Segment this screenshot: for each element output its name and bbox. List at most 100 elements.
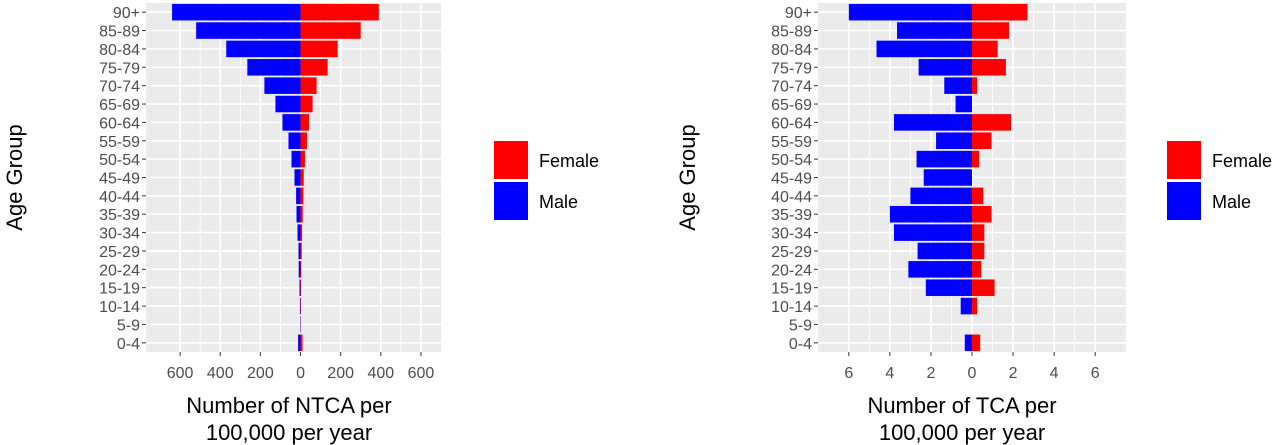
x-tick-label: 0 <box>968 365 977 382</box>
y-tick-label: 15-19 <box>99 281 140 298</box>
bar-female <box>972 22 1009 39</box>
bar-female <box>300 77 317 94</box>
bar-male <box>294 169 301 186</box>
bar-male <box>876 40 972 58</box>
bar-female <box>300 334 303 352</box>
legend-key-female <box>494 141 528 179</box>
y-tick-label: 20-24 <box>771 262 812 279</box>
y-tick-label: 25-29 <box>99 244 140 261</box>
legend-key-male <box>1167 182 1201 220</box>
y-tick-label: 70-74 <box>99 79 140 96</box>
y-tick-label: 80-84 <box>771 42 812 59</box>
bar-male <box>247 59 301 76</box>
y-tick-label: 45-49 <box>99 171 140 188</box>
x-tick-label: 4 <box>1050 365 1059 382</box>
bar-male <box>296 187 301 205</box>
legend-key-female <box>1167 141 1201 179</box>
bar-male <box>288 132 301 150</box>
bar-female <box>972 3 1028 21</box>
bar-female <box>972 279 995 296</box>
y-axis-title: Age Group <box>675 124 700 230</box>
bar-female <box>300 242 302 260</box>
bar-male <box>226 40 301 58</box>
y-tick-label: 30-34 <box>99 226 140 243</box>
legend-label-male: Male <box>539 192 578 212</box>
bar-female <box>300 132 307 150</box>
x-tick-label: 400 <box>367 365 394 382</box>
y-tick-label: 10-14 <box>99 299 140 316</box>
x-tick-label: 2 <box>926 365 935 382</box>
bar-male <box>955 95 972 113</box>
y-tick-label: 15-19 <box>771 281 812 298</box>
y-tick-label: 35-39 <box>771 207 812 224</box>
bar-male <box>893 224 972 241</box>
bar-female <box>972 114 1012 131</box>
x-axis-title: Number of NTCA per <box>186 393 391 418</box>
bar-female <box>972 224 985 241</box>
bar-male <box>299 297 301 315</box>
bar-female <box>972 297 978 315</box>
y-tick-label: 90+ <box>113 5 140 22</box>
bar-female <box>300 22 361 39</box>
bar-male <box>923 169 972 186</box>
y-tick-label: 25-29 <box>771 244 812 261</box>
bar-female <box>300 59 328 76</box>
bar-male <box>944 77 972 94</box>
bar-male <box>908 261 972 278</box>
y-tick-label: 5-9 <box>117 317 140 334</box>
y-tick-label: 90+ <box>785 5 812 22</box>
bar-male <box>889 205 972 223</box>
bar-female <box>972 77 978 94</box>
y-tick-label: 40-44 <box>771 189 812 206</box>
y-tick-label: 70-74 <box>771 79 812 96</box>
bar-male <box>910 187 972 205</box>
y-tick-label: 10-14 <box>771 299 812 316</box>
x-tick-label: 400 <box>207 365 234 382</box>
bar-male <box>925 279 972 296</box>
bar-male <box>282 114 301 131</box>
y-tick-label: 30-34 <box>771 226 812 243</box>
bar-female <box>300 224 303 241</box>
bar-female <box>300 169 304 186</box>
y-tick-label: 65-69 <box>99 97 140 114</box>
y-tick-label: 5-9 <box>789 317 812 334</box>
legend-label-male: Male <box>1212 192 1251 212</box>
bar-female <box>972 205 992 223</box>
y-tick-label: 55-59 <box>771 134 812 151</box>
y-tick-label: 35-39 <box>99 207 140 224</box>
bar-male <box>936 132 972 150</box>
x-tick-label: 200 <box>327 365 354 382</box>
bar-male <box>848 3 972 21</box>
bar-female <box>300 40 338 58</box>
x-axis-title: Number of TCA per <box>867 393 1056 418</box>
bar-female <box>300 114 309 131</box>
legend: Female Male <box>1167 141 1272 220</box>
bar-male <box>916 150 972 168</box>
x-tick-label: 600 <box>408 365 435 382</box>
y-tick-label: 75-79 <box>99 60 140 77</box>
y-tick-label: 45-49 <box>771 171 812 188</box>
bar-female <box>300 3 379 21</box>
x-tick-label: 2 <box>1009 365 1018 382</box>
x-tick-label: 0 <box>296 365 305 382</box>
bar-male <box>298 261 301 278</box>
bar-female <box>300 279 302 296</box>
bar-female <box>300 95 313 113</box>
bar-male <box>297 224 301 241</box>
x-tick-label: 600 <box>167 365 194 382</box>
y-tick-label: 65-69 <box>771 97 812 114</box>
y-tick-label: 60-64 <box>99 115 140 132</box>
bar-female <box>300 150 305 168</box>
bar-female <box>972 242 985 260</box>
bar-male <box>918 59 972 76</box>
x-axis-title: 100,000 per year <box>879 420 1045 445</box>
bar-female <box>972 261 982 278</box>
y-tick-label: 75-79 <box>771 60 812 77</box>
bar-male <box>264 77 301 94</box>
bar-male <box>172 3 301 21</box>
x-tick-label: 6 <box>844 365 853 382</box>
bar-female <box>300 187 304 205</box>
y-tick-label: 0-4 <box>117 336 140 353</box>
